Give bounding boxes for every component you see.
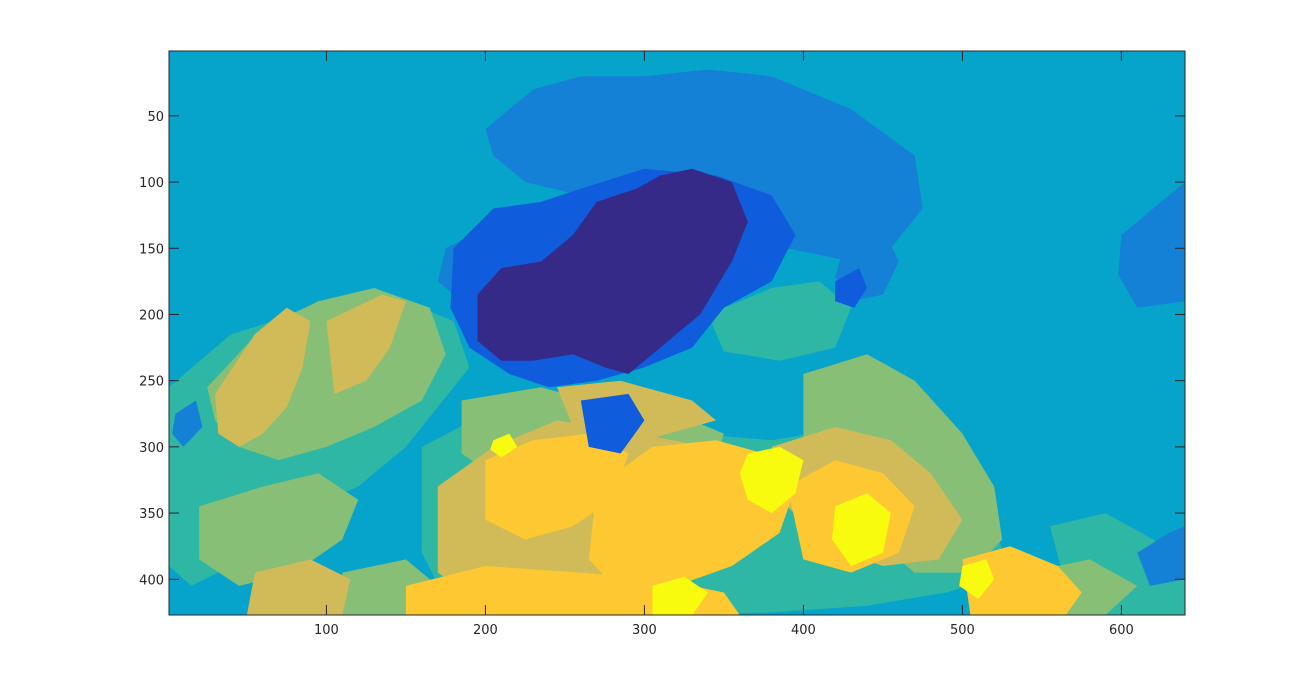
heatmap-region-level-1 xyxy=(477,168,748,374)
heatmap-region-level-2 xyxy=(835,268,867,308)
heatmap-region-level-5 xyxy=(708,281,852,361)
axis-ticks xyxy=(169,51,1185,615)
heatmap-region-level-3 xyxy=(172,400,203,447)
heatmap-region-level-8 xyxy=(485,433,629,540)
x-tick-label: 100 xyxy=(314,623,339,638)
x-tick-label: 500 xyxy=(950,623,975,638)
y-tick-labels: 50 100 150 200 250 300 350 400 xyxy=(139,110,164,588)
heatmap-region-level-2 xyxy=(580,393,645,454)
heatmap-region-level-9 xyxy=(832,493,891,566)
heatmap-region-level-3 xyxy=(1137,526,1185,586)
y-tick-label: 300 xyxy=(139,441,164,456)
heatmap-region-level-9 xyxy=(959,559,995,600)
heatmap-region-level-7 xyxy=(246,559,351,615)
heatmap-region-level-7 xyxy=(215,307,311,447)
x-tick-label: 200 xyxy=(473,623,498,638)
y-tick-label: 400 xyxy=(139,573,164,588)
heatmap-region-level-7 xyxy=(326,294,406,394)
y-tick-label: 200 xyxy=(139,308,164,323)
y-tick-label: 50 xyxy=(147,110,164,125)
heatmap-region-level-8 xyxy=(962,546,1082,615)
x-tick-label: 400 xyxy=(791,623,816,638)
heatmap-region-level-3 xyxy=(1118,182,1185,308)
y-tick-label: 100 xyxy=(139,176,164,191)
x-tick-label: 300 xyxy=(632,623,657,638)
axes-box xyxy=(168,50,1186,616)
heatmap-region-level-3 xyxy=(485,69,923,262)
y-tick-label: 350 xyxy=(139,507,164,522)
heatmap-regions xyxy=(169,69,1185,615)
y-tick-label: 250 xyxy=(139,375,164,390)
y-tick-label: 150 xyxy=(139,242,164,257)
heatmap-region-level-6 xyxy=(199,473,359,586)
heatmap-region-level-9 xyxy=(739,446,804,514)
heatmap-region-level-9 xyxy=(490,433,518,458)
heatmap-region-level-9 xyxy=(652,576,708,615)
x-tick-labels: 100 200 300 400 500 600 xyxy=(314,623,1134,638)
x-tick-label: 600 xyxy=(1109,623,1134,638)
